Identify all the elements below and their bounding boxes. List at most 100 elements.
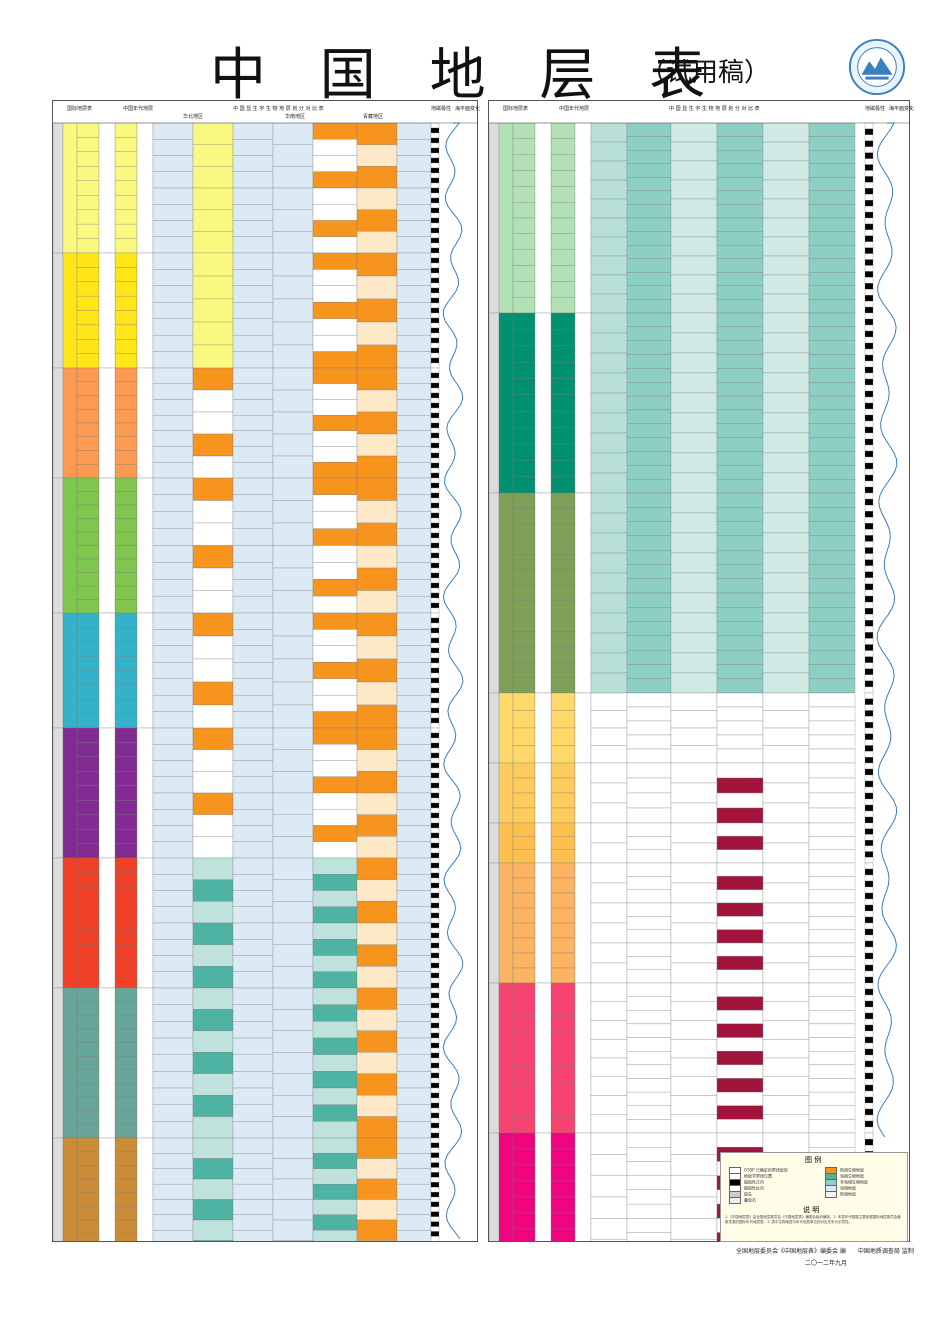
left-header-mag: 地磁极性 <box>431 106 452 112</box>
bio-zone-cell <box>312 678 358 696</box>
bio-zone-cell <box>626 942 672 957</box>
china-stage-cell <box>114 1165 138 1180</box>
stage-cell <box>512 1212 536 1230</box>
magnetic-cell <box>430 702 440 709</box>
bio-zone-cell <box>312 122 358 140</box>
magnetic-cell <box>864 1018 874 1026</box>
china-stage-cell <box>550 999 576 1017</box>
bio-zone-cell <box>232 987 274 1005</box>
magnetic-cell <box>430 177 440 184</box>
bio-zone-cell <box>192 411 234 435</box>
bio-zone-cell <box>312 494 358 512</box>
bio-zone-cell <box>590 572 628 594</box>
bio-zone-cell <box>808 956 856 970</box>
china-stage-cell <box>114 771 138 786</box>
magnetic-cell <box>864 217 874 225</box>
bio-zone-cell <box>808 272 856 287</box>
bio-zone-cell <box>152 171 194 189</box>
bio-zone-cell <box>716 312 764 327</box>
bio-zone-cell <box>396 678 432 696</box>
magnetic-cell <box>430 1236 440 1242</box>
bio-zone-cell <box>152 825 194 842</box>
magnetic-cell <box>864 1042 874 1050</box>
bio-zone-cell <box>152 906 194 924</box>
bio-zone-cell <box>232 139 274 156</box>
bio-zone-cell <box>626 734 672 750</box>
bio-zone-cell <box>716 635 764 651</box>
china-stage-cell <box>114 756 138 772</box>
magnetic-cell <box>864 480 874 488</box>
bio-zone-cell <box>312 1104 358 1122</box>
bio-zone-cell <box>716 889 764 904</box>
legend-item: 陆相地层 <box>825 1191 856 1198</box>
magnetic-cell <box>430 1187 440 1193</box>
stage-cell <box>76 409 100 424</box>
magnetic-cell <box>430 1162 440 1168</box>
stage-cell <box>512 154 536 171</box>
stage-cell <box>512 138 536 155</box>
bio-zone-cell <box>396 1021 432 1039</box>
magnetic-cell <box>864 235 874 242</box>
bio-zone-cell <box>716 465 764 480</box>
magnetic-cell <box>430 952 440 959</box>
bio-zone-cell <box>272 1030 314 1053</box>
bio-zone-cell <box>312 1230 358 1246</box>
magnetic-cell <box>430 162 440 169</box>
bio-zone-cell <box>396 1071 432 1089</box>
bio-zone-cell <box>192 344 234 369</box>
bio-zone-cell <box>590 922 628 944</box>
bio-zone-cell <box>192 1158 234 1180</box>
bio-zone-cell <box>312 269 358 287</box>
magnetic-cell <box>430 1216 440 1222</box>
bio-zone-cell <box>808 706 856 722</box>
magnetic-cell <box>430 237 440 244</box>
bio-zone-cell <box>312 252 358 270</box>
magnetic-cell <box>864 559 874 566</box>
bio-zone-cell <box>232 662 274 679</box>
age-cell <box>98 122 116 254</box>
stage-cell <box>512 1082 536 1100</box>
bio-zone-cell <box>356 966 398 989</box>
bio-zone-cell <box>590 332 628 354</box>
bio-zone-cell <box>232 351 274 369</box>
bio-zone-cell <box>762 1114 810 1134</box>
bio-zone-cell <box>396 971 432 989</box>
bio-zone-cell <box>762 492 810 514</box>
bio-zone-cell <box>626 204 672 219</box>
bio-zone-cell <box>232 1214 274 1231</box>
stage-cell <box>512 443 536 461</box>
bio-zone-cell <box>312 1037 358 1055</box>
bio-zone-cell <box>762 632 810 654</box>
china-stage-cell <box>550 1212 576 1230</box>
bio-zone-cell <box>396 662 432 679</box>
bio-zone-cell <box>312 595 358 614</box>
bio-zone-cell <box>356 658 398 683</box>
right-header-bio: 中 国 显 生 宇 生 物 地 层 划 分 对 比 表 <box>669 106 760 112</box>
magnetic-cell <box>864 1060 874 1068</box>
bio-zone-cell <box>232 744 274 761</box>
period-cell <box>498 312 514 494</box>
magnetic-cell <box>864 1066 874 1074</box>
magnetic-cell <box>430 587 440 594</box>
bio-zone-cell <box>272 836 314 859</box>
magnetic-cell <box>430 967 440 974</box>
bio-zone-cell <box>192 792 234 815</box>
stage-cell <box>512 170 536 187</box>
bio-zone-cell <box>590 372 628 394</box>
magnetic-cell <box>430 267 440 274</box>
magnetic-cell <box>864 928 874 936</box>
bio-zone-cell <box>396 302 432 319</box>
age-cell <box>534 122 552 314</box>
china-stage-cell <box>114 930 138 945</box>
magnetic-cell <box>430 317 440 324</box>
stage-cell <box>76 585 100 600</box>
bio-zone-cell <box>152 939 194 956</box>
magnetic-cell <box>864 910 874 918</box>
china-stage-cell <box>114 1042 138 1057</box>
magnetic-cell <box>864 976 874 984</box>
era-cell <box>488 692 500 764</box>
bio-zone-cell <box>232 334 274 352</box>
bio-zone-cell <box>590 472 628 494</box>
bio-zone-cell <box>312 220 358 237</box>
stage-cell <box>76 1233 100 1248</box>
